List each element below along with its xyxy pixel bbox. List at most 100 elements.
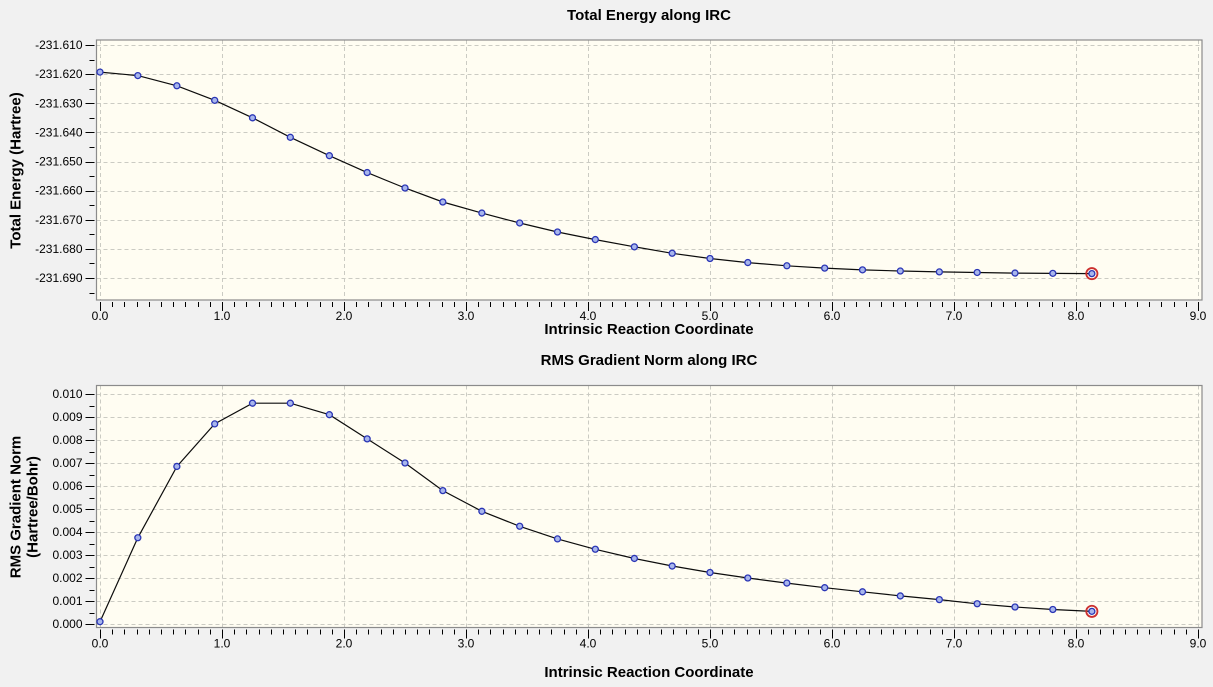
data-point-marker[interactable]	[401, 459, 409, 467]
data-point-marker[interactable]	[858, 588, 867, 596]
plot-background	[96, 40, 1202, 300]
data-point-marker[interactable]	[935, 268, 944, 276]
y-tick-label: 0.002	[52, 571, 82, 585]
x-tick-label: 7.0	[946, 637, 963, 651]
data-point-marker[interactable]	[783, 579, 791, 587]
y-tick-label: 0.005	[52, 502, 82, 516]
data-point-marker[interactable]	[858, 266, 867, 274]
data-point-marker[interactable]	[706, 254, 714, 263]
data-point-marker[interactable]	[173, 462, 181, 471]
total-energy-x-axis-label: Intrinsic Reaction Coordinate	[544, 321, 754, 338]
data-point-marker[interactable]	[401, 184, 409, 192]
y-tick-label: -231.680	[35, 242, 83, 256]
data-point-marker[interactable]	[286, 133, 294, 141]
data-point-marker[interactable]	[706, 568, 714, 577]
data-point-marker[interactable]	[1049, 605, 1057, 614]
gridlines	[96, 385, 1202, 628]
x-tick-label: 9.0	[1190, 637, 1207, 651]
data-point-marker[interactable]	[96, 618, 104, 626]
data-point-marker[interactable]	[1011, 603, 1019, 611]
y-tick-label: -231.670	[35, 213, 83, 227]
y-tick-label: 0.004	[52, 525, 82, 539]
data-point-marker[interactable]	[325, 152, 334, 160]
y-tick-label: -231.660	[35, 184, 83, 198]
data-point-marker[interactable]	[668, 562, 676, 570]
x-tick-label: 0.0	[92, 637, 109, 651]
data-point-marker[interactable]	[363, 435, 371, 443]
rms-gradient-chart-title: RMS Gradient Norm along IRC	[540, 352, 758, 369]
data-point-marker[interactable]	[744, 574, 752, 582]
x-tick-label: 5.0	[702, 309, 719, 323]
plot-background	[96, 385, 1202, 628]
y-tick-labels: 0.000 0.001 0.002 0.003 0.004 0.005 0.006 0.007…	[52, 387, 82, 631]
data-point-marker[interactable]	[821, 584, 829, 592]
data-point-marker[interactable]	[516, 522, 524, 530]
data-point-marker[interactable]	[591, 545, 599, 553]
data-point-marker[interactable]	[1088, 607, 1096, 616]
data-point-marker[interactable]	[173, 82, 181, 90]
y-tick-label: -231.630	[35, 96, 83, 110]
data-point-marker[interactable]	[896, 267, 904, 275]
data-point-marker[interactable]	[973, 268, 981, 277]
data-point-marker[interactable]	[286, 399, 294, 407]
x-tick-label: 8.0	[1068, 309, 1085, 323]
data-point-marker[interactable]	[821, 264, 829, 272]
y-tick-label: -231.640	[35, 125, 83, 139]
data-point-marker[interactable]	[134, 71, 142, 80]
data-point-marker[interactable]	[591, 235, 599, 244]
total-energy-plot: 0.0 1.0 2.0 3.0 4.0 5.0 6.0 7.0 8.0 9.0-231.610-2…	[35, 38, 1207, 323]
data-point-markers	[96, 399, 1099, 626]
data-point-marker[interactable]	[211, 420, 219, 428]
data-point-marker[interactable]	[744, 258, 752, 267]
y-tick-label: -231.620	[35, 67, 83, 81]
data-point-marker[interactable]	[248, 114, 257, 122]
y-tick-label: 0.009	[52, 410, 82, 424]
y-tick-label: 0.010	[52, 387, 82, 401]
data-point-marker[interactable]	[668, 249, 676, 257]
data-point-marker[interactable]	[973, 600, 981, 608]
selected-point-ring	[1085, 604, 1099, 618]
x-tick-label: 1.0	[214, 309, 231, 323]
rms-gradient-plot: 0.0 1.0 2.0 3.0 4.0 5.0 6.0 7.0 8.0 9.0 0.000 0.001…	[52, 384, 1207, 651]
y-tick-label: -231.690	[35, 271, 83, 285]
x-tick-labels: 0.0 1.0 2.0 3.0 4.0 5.0 6.0 7.0 8.0 9.0	[92, 309, 1207, 323]
data-point-marker[interactable]	[96, 68, 104, 76]
y-tick-label: 0.007	[52, 456, 82, 470]
data-point-marker[interactable]	[553, 228, 562, 236]
data-point-marker[interactable]	[935, 595, 944, 604]
x-tick-label: 2.0	[336, 637, 353, 651]
axis-ticks	[85, 45, 1199, 311]
x-tick-label: 7.0	[946, 309, 963, 323]
data-point-marker[interactable]	[1088, 269, 1096, 278]
data-point-marker[interactable]	[630, 243, 639, 251]
y-tick-label: -231.650	[35, 155, 83, 169]
x-tick-labels: 0.0 1.0 2.0 3.0 4.0 5.0 6.0 7.0 8.0 9.0	[92, 637, 1207, 651]
data-point-marker[interactable]	[363, 168, 371, 177]
data-point-marker[interactable]	[478, 507, 486, 515]
plot-frame	[95, 39, 1203, 301]
data-point-marker[interactable]	[516, 219, 524, 227]
plot-frame	[95, 384, 1203, 629]
data-point-marker[interactable]	[439, 198, 447, 206]
x-tick-label: 3.0	[458, 637, 475, 651]
data-point-marker[interactable]	[630, 554, 639, 563]
y-tick-label: 0.003	[52, 548, 82, 562]
data-point-marker[interactable]	[1011, 269, 1019, 277]
x-tick-label: 8.0	[1068, 637, 1085, 651]
data-point-marker[interactable]	[478, 209, 486, 217]
data-point-marker[interactable]	[896, 592, 904, 600]
x-tick-label: 1.0	[214, 637, 231, 651]
data-point-marker[interactable]	[1049, 269, 1057, 278]
y-tick-label: 0.001	[52, 594, 82, 608]
data-point-marker[interactable]	[553, 535, 562, 543]
x-tick-label: 0.0	[92, 309, 109, 323]
rms-gradient-x-axis-label: Intrinsic Reaction Coordinate	[544, 664, 754, 681]
data-point-marker[interactable]	[134, 534, 142, 542]
data-point-marker[interactable]	[439, 486, 447, 495]
data-point-marker[interactable]	[211, 96, 219, 104]
data-point-marker[interactable]	[783, 262, 791, 270]
data-point-marker[interactable]	[248, 399, 257, 407]
x-tick-label: 5.0	[702, 637, 719, 651]
data-point-marker[interactable]	[325, 411, 334, 419]
